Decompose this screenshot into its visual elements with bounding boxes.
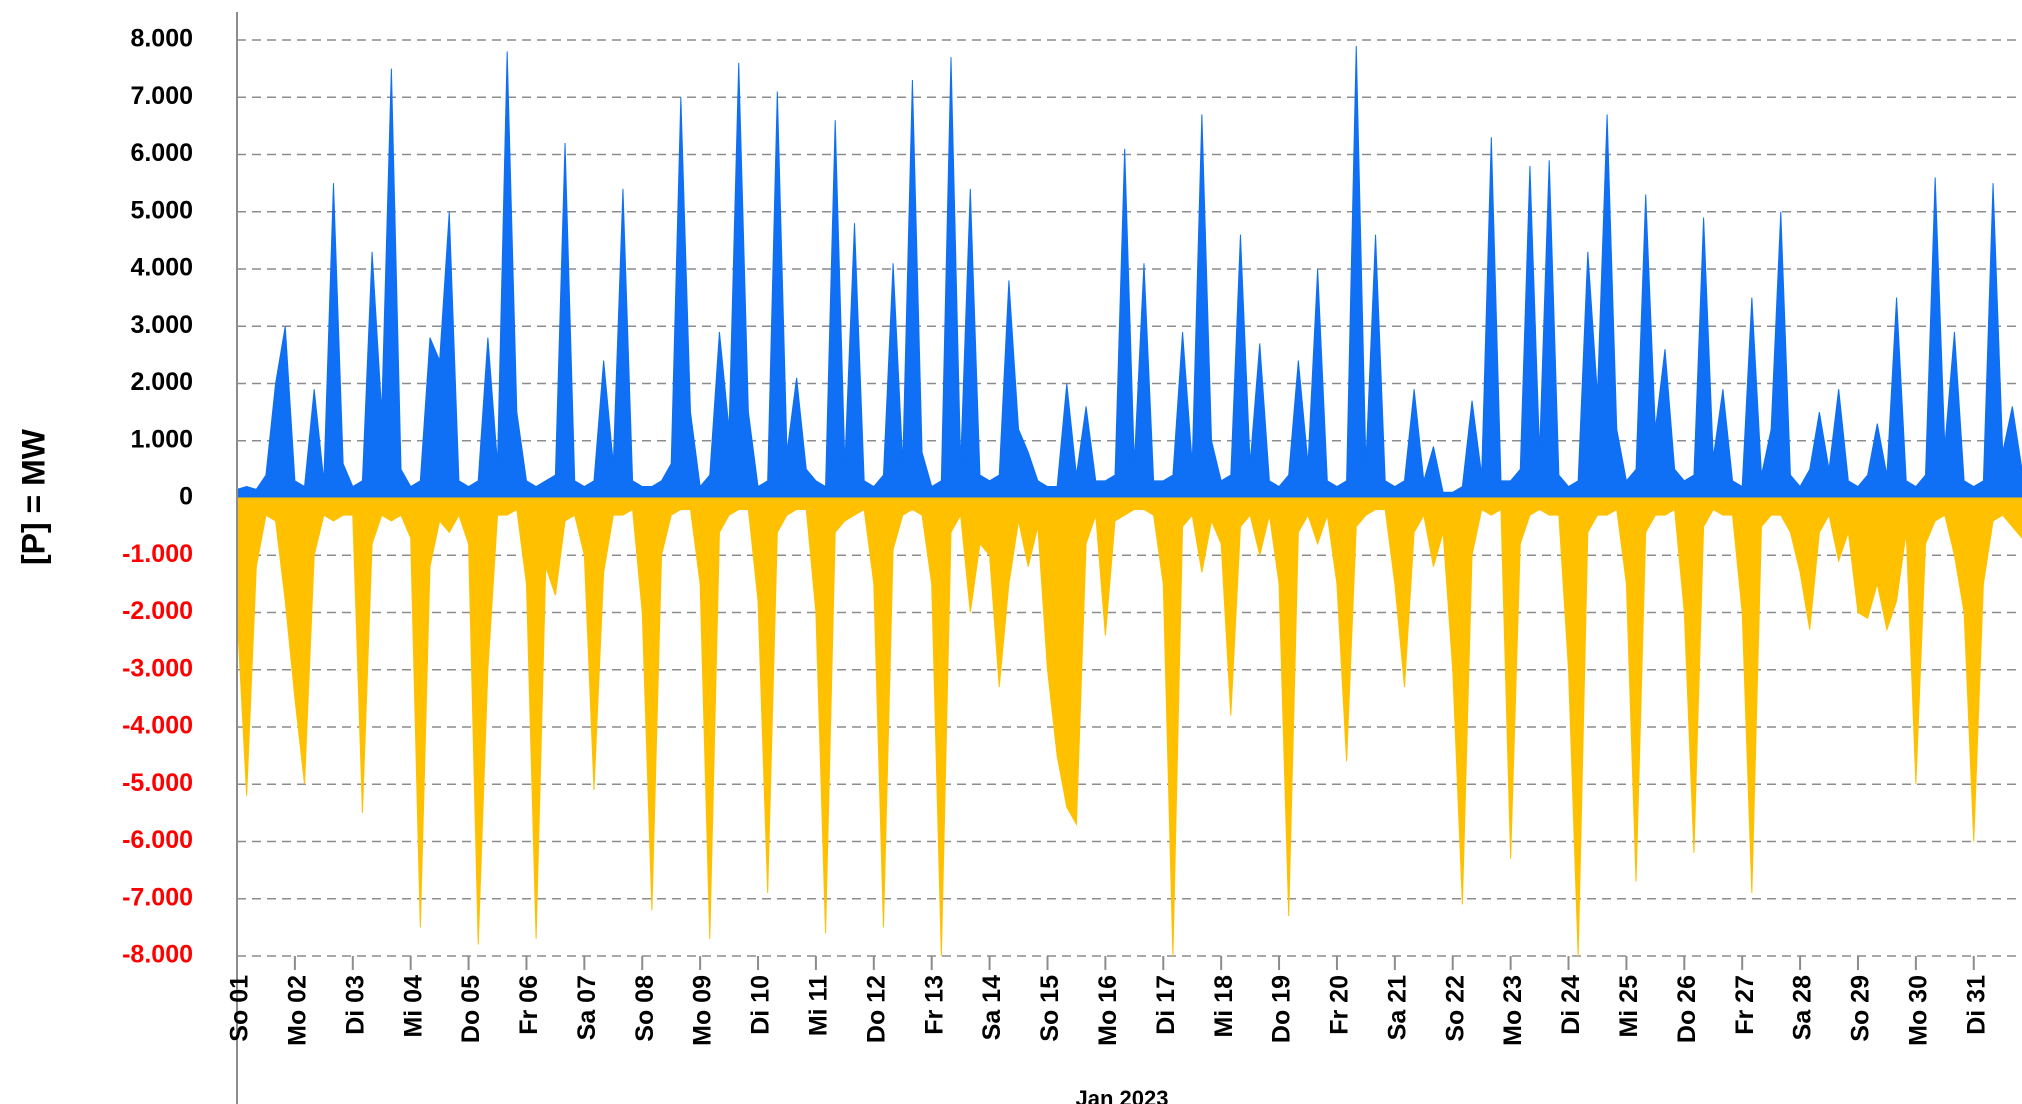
x-tick-label: Do 19: [1268, 975, 1296, 1043]
x-tick-label: Mo 16: [1094, 975, 1122, 1046]
y-tick-label: 1.000: [130, 425, 193, 453]
y-tick-label: 8.000: [130, 25, 193, 53]
x-tick-label: Mo 02: [284, 975, 312, 1046]
x-tick-label: So 15: [1036, 975, 1064, 1042]
x-tick-label: Mi 18: [1210, 975, 1238, 1038]
x-tick-label: Sa 14: [978, 975, 1006, 1040]
x-tick-label: So 01: [226, 975, 254, 1042]
x-tick-label: So 22: [1441, 975, 1469, 1042]
x-tick-label: So 08: [631, 975, 659, 1042]
y-tick-label: -5.000: [122, 769, 193, 797]
x-tick-label: Mo 23: [1499, 975, 1527, 1046]
x-tick-label: Mi 11: [805, 975, 833, 1036]
y-axis-title: [P] = MW: [15, 428, 51, 565]
area: [236, 45, 2022, 499]
x-tick-label: Mo 09: [689, 975, 717, 1046]
x-tick-label: Sa 07: [573, 975, 601, 1040]
y-tick-label: 6.000: [130, 139, 193, 167]
x-tick-label: Sa 21: [1383, 975, 1411, 1040]
x-tick-label: Fr 20: [1326, 975, 1354, 1035]
x-tick-label: Di 24: [1557, 975, 1585, 1035]
y-tick-label: -4.000: [122, 712, 193, 740]
x-tick-label: Sa 28: [1789, 975, 1817, 1040]
x-tick-label: So 29: [1847, 975, 1875, 1042]
x-tick-label: Fr 13: [920, 975, 948, 1035]
x-tick-label: Di 17: [1152, 975, 1180, 1035]
y-tick-label: 4.000: [130, 254, 193, 282]
y-tick-label: 3.000: [130, 311, 193, 339]
y-tick-label: -8.000: [122, 941, 193, 969]
y-tick-label: 0: [179, 483, 193, 511]
x-tick-label: Mi 04: [399, 975, 427, 1038]
x-tick-label: Fr 06: [515, 975, 543, 1035]
x-tick-label: Di 03: [341, 975, 369, 1035]
y-tick-label: -7.000: [122, 883, 193, 911]
x-tick-label: Mo 30: [1904, 975, 1932, 1046]
area: [236, 497, 2022, 957]
x-axis-title: Jan 2023: [1076, 1086, 1169, 1104]
x-tick-label: Do 05: [457, 975, 485, 1043]
x-tick-label: Fr 27: [1731, 975, 1759, 1035]
y-tick-label: 2.000: [130, 368, 193, 396]
y-tick-label: -6.000: [122, 826, 193, 854]
y-tick-label: -3.000: [122, 654, 193, 682]
x-tick-label: Di 10: [747, 975, 775, 1035]
x-tick-label: Do 12: [862, 975, 890, 1043]
y-tick-label: 5.000: [130, 196, 193, 224]
y-tick-label: 7.000: [130, 82, 193, 110]
x-tick-label: Do 26: [1673, 975, 1701, 1043]
x-tick-label: Mi 25: [1615, 975, 1643, 1038]
x-tick-label: Di 31: [1962, 975, 1990, 1035]
y-tick-label: -2.000: [122, 597, 193, 625]
y-tick-label: -1.000: [122, 540, 193, 568]
